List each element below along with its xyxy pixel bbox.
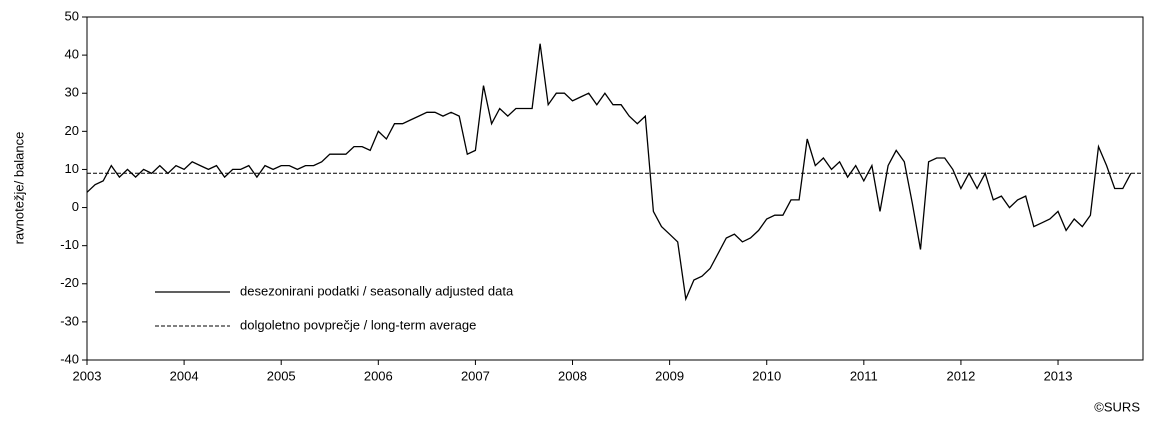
y-tick-label: 20 (65, 123, 79, 138)
series-line (86, 43, 1132, 302)
x-tick-label: 2013 (1044, 368, 1073, 383)
x-tick-label: 2005 (267, 368, 296, 383)
source-note: ©SURS (1094, 399, 1140, 414)
x-tick-label: 2009 (655, 368, 684, 383)
y-tick-label: 0 (72, 199, 79, 214)
x-tick-label: 2010 (752, 368, 781, 383)
plot-frame (86, 16, 1144, 361)
y-tick-label: -10 (60, 237, 79, 252)
y-tick-label: 10 (65, 161, 79, 176)
x-tick-label: 2004 (170, 368, 199, 383)
legend-label: dolgoletno povprečje / long-term average (240, 317, 476, 332)
legend-label: desezonirani podatki / seasonally adjust… (240, 283, 514, 298)
x-tick-label: 2012 (946, 368, 975, 383)
y-tick-label: 30 (65, 85, 79, 100)
y-tick-label: 40 (65, 47, 79, 62)
y-tick-label: -40 (60, 351, 79, 366)
x-tick-label: 2007 (461, 368, 490, 383)
x-tick-label: 2006 (364, 368, 393, 383)
x-tick-label: 2008 (558, 368, 587, 383)
x-tick-label: 2011 (850, 368, 878, 383)
y-axis-label: ravnotežje/ balance (11, 132, 26, 245)
y-tick-label: 50 (65, 8, 79, 23)
y-tick-label: -20 (60, 275, 79, 290)
y-tick-label: -30 (60, 313, 79, 328)
x-tick-label: 2003 (73, 368, 102, 383)
